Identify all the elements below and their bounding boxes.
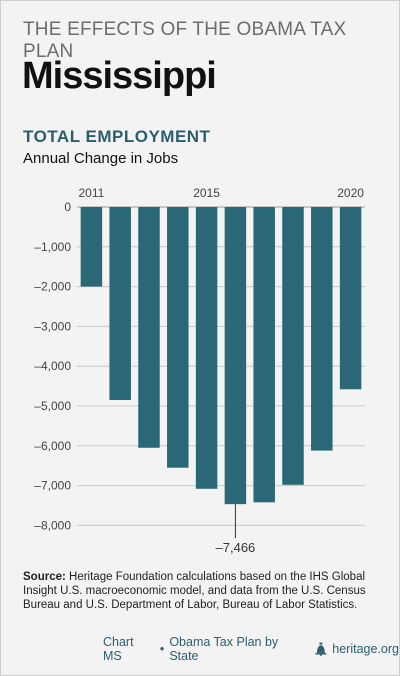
bar [311, 207, 333, 451]
chart-title: TOTAL EMPLOYMENT [23, 127, 211, 146]
bar [282, 207, 304, 485]
data-label: –7,466 [216, 540, 256, 555]
kicker-title: THE EFFECTS OF THE OBAMA TAX PLAN [23, 19, 347, 62]
y-tick-label: –6,000 [34, 439, 71, 453]
y-tick-label: –2,000 [34, 280, 71, 294]
state-title: Mississippi [22, 55, 217, 97]
bar [167, 207, 189, 468]
footer-site: heritage.org [332, 642, 399, 656]
y-tick-label: –3,000 [34, 319, 71, 333]
y-tick-label: –4,000 [34, 359, 71, 373]
y-tick-label: 0 [64, 200, 71, 214]
bar [138, 207, 160, 448]
liberty-bell-icon [314, 642, 326, 656]
bar [195, 207, 218, 489]
y-tick-label: –1,000 [34, 240, 71, 254]
bar [80, 207, 103, 287]
footer: Chart MS • Obama Tax Plan by State herit… [103, 635, 399, 663]
y-tick-label: –7,000 [34, 479, 71, 493]
footer-chart-id: Chart MS [103, 635, 134, 663]
footer-series-name: Obama Tax Plan by State [169, 635, 279, 663]
bar [339, 207, 362, 390]
source-note: Source: Heritage Foundation calculations… [23, 570, 383, 612]
y-tick-label: –5,000 [34, 399, 71, 413]
footer-separator: • [159, 642, 165, 656]
employment-bar-chart: 0 –1,000 –2,000 –3,000 –4,000 –5,000 –6,000 –7,… [34, 186, 365, 555]
y-tick-label: –8,000 [34, 518, 71, 532]
x-tick-label: 2020 [337, 186, 364, 200]
bar [224, 207, 247, 505]
x-tick-label: 2011 [78, 186, 104, 200]
source-label: Source: [23, 571, 66, 583]
chart-subtitle: Annual Change in Jobs [23, 150, 179, 167]
source-text: Heritage Foundation calculations based o… [23, 571, 366, 611]
bar [109, 207, 131, 401]
bar [253, 207, 275, 503]
x-tick-label: 2015 [193, 186, 220, 200]
